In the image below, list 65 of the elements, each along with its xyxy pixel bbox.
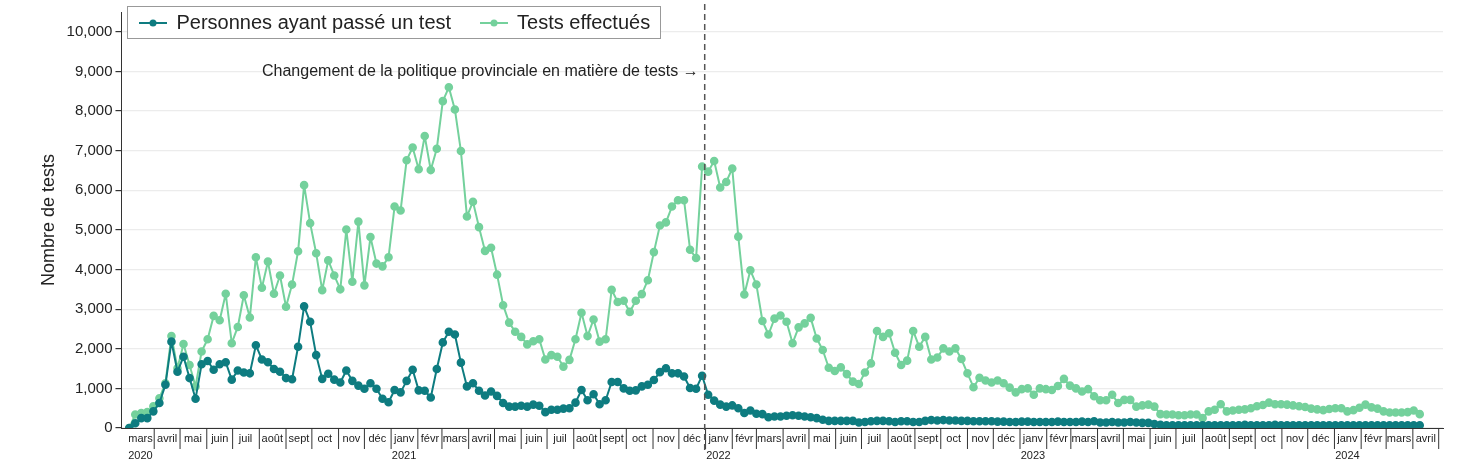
y-tick-label: 6,000 — [74, 180, 113, 198]
x-tick-label: sept — [917, 432, 939, 445]
x-tick-label: juil — [237, 432, 253, 445]
x-tick-label: nov — [971, 432, 990, 445]
x-tick-label: mars — [757, 432, 783, 445]
y-tick-label: 3,000 — [74, 299, 113, 317]
y-tick-label: 2,000 — [74, 338, 113, 356]
x-tick-label: avril — [1415, 432, 1436, 445]
x-tick-label: déc — [368, 432, 387, 445]
x-tick-label: févr — [735, 432, 754, 445]
x-tick-label: août — [1204, 432, 1227, 445]
x-tick-label: mai — [498, 432, 517, 445]
y-tick-label: 5,000 — [74, 220, 113, 238]
x-tick-label: juin — [524, 432, 543, 445]
x-tick-label: juin — [1153, 432, 1172, 445]
x-tick-label: déc — [682, 432, 702, 445]
x-tick-label: mars — [1386, 432, 1412, 445]
x-tick-label: avril — [157, 432, 178, 445]
legend-label: Personnes ayant passé un test — [176, 11, 452, 34]
y-axis-title: Nombre de tests — [37, 153, 58, 287]
x-tick-label: sept — [288, 432, 310, 445]
x-tick-label: janv 2023 — [1020, 432, 1046, 461]
x-tick-label: mai — [1127, 432, 1146, 445]
x-tick-label: déc — [997, 432, 1016, 445]
x-tick-label: févr — [420, 432, 440, 445]
y-tick-label: 0 — [104, 418, 113, 436]
x-tick-label: févr — [1049, 432, 1069, 445]
x-tick-label: mai — [184, 432, 202, 445]
x-tick-label: août — [261, 432, 283, 445]
x-tick-label: mars — [442, 432, 468, 445]
x-tick-label: mars 2020 — [128, 432, 154, 461]
x-tick-label: août — [890, 432, 912, 445]
x-tick-label: oct — [317, 432, 333, 445]
y-tick-label: 4,000 — [74, 259, 113, 277]
y-tick-label: 7,000 — [74, 140, 113, 158]
x-tick-label: avril — [471, 432, 492, 445]
x-tick-label: juin — [839, 432, 858, 445]
y-tick-label: 1,000 — [74, 378, 113, 396]
x-tick-label: nov — [1285, 432, 1305, 445]
x-tick-label: août — [575, 432, 598, 445]
x-tick-label: févr — [1364, 432, 1383, 445]
x-tick-label: avril — [785, 432, 807, 445]
x-tick-label: sept — [602, 432, 624, 445]
x-tick-label: mars — [1071, 432, 1097, 445]
legend-label: Tests effectués — [517, 11, 651, 34]
x-tick-label: oct — [946, 432, 962, 445]
x-tick-label: juil — [1181, 432, 1196, 445]
y-tick-label: 10,000 — [66, 21, 113, 39]
x-tick-label: sept — [1231, 432, 1253, 445]
x-tick-label: janv 2024 — [1335, 432, 1360, 461]
x-tick-label: juin — [210, 432, 229, 445]
ref-line-label: Changement de la politique provinciale en matière de tests → — [262, 62, 699, 80]
x-tick-label: juil — [866, 432, 882, 445]
y-tick-label: 8,000 — [74, 101, 113, 119]
x-tick-label: avril — [1100, 432, 1121, 445]
x-tick-label: nov — [657, 432, 676, 445]
x-tick-label: oct — [1260, 432, 1276, 445]
x-tick-label: mai — [813, 432, 831, 445]
y-tick-label: 9,000 — [74, 61, 113, 79]
x-tick-label: janv 2021 — [391, 432, 417, 461]
x-tick-label: nov — [342, 432, 361, 445]
x-tick-label: déc — [1311, 432, 1331, 445]
x-tick-label: oct — [631, 432, 647, 445]
x-tick-label: juil — [552, 432, 567, 445]
x-tick-label: janv 2022 — [706, 432, 731, 461]
